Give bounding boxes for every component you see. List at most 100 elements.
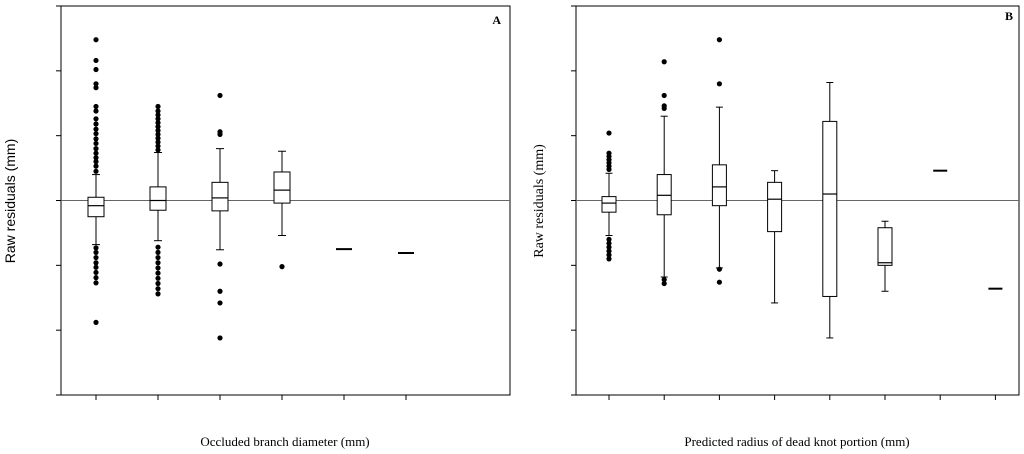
outlier-point — [93, 37, 99, 43]
outlier-point — [93, 108, 99, 114]
outlier-point — [155, 108, 161, 114]
outlier-point — [93, 264, 99, 270]
box-iqr — [273, 171, 291, 204]
x-axis-label-b: Predicted radius of dead knot portion (m… — [684, 434, 909, 449]
outlier-point — [155, 120, 161, 126]
outlier-point — [93, 136, 99, 142]
panel-a: A Occluded branch diameter (mm) Raw resi… — [2, 5, 511, 449]
outlier-point — [93, 275, 99, 281]
outlier-point — [93, 260, 99, 266]
outlier-point — [217, 288, 223, 294]
outlier-point — [155, 127, 161, 134]
outlier-point — [155, 143, 161, 149]
box-iqr — [149, 186, 167, 211]
outlier-point — [93, 150, 99, 156]
box-iqr — [711, 164, 727, 207]
outlier-point — [93, 81, 99, 87]
outlier-point — [155, 254, 161, 261]
outlier-point — [155, 131, 161, 137]
box-iqr — [767, 181, 783, 233]
outlier-point — [93, 159, 99, 165]
outlier-point — [155, 123, 161, 130]
panel-b: B Predicted radius of dead knot portion … — [532, 5, 1020, 449]
box-15 — [149, 103, 167, 297]
outlier-point — [93, 103, 99, 110]
outlier-point — [606, 248, 612, 254]
axis-ticks-a — [56, 5, 407, 400]
box-50 — [822, 82, 838, 339]
box-5 — [87, 37, 105, 325]
outlier-point — [93, 155, 99, 161]
outlier-point — [93, 116, 99, 122]
outlier-point — [279, 264, 285, 270]
panel-label-a: A — [492, 13, 501, 27]
axis-ticks-b — [571, 5, 996, 400]
outlier-point — [155, 249, 161, 255]
box-iqr — [211, 181, 229, 212]
outlier-point — [661, 103, 667, 109]
outlier-point — [155, 244, 161, 250]
box-iqr — [822, 120, 838, 297]
outlier-point — [661, 280, 667, 287]
box-40 — [767, 170, 783, 304]
box-iqr — [87, 196, 105, 218]
outlier-point — [217, 300, 223, 306]
outlier-point — [217, 261, 223, 267]
outlier-point — [716, 279, 723, 285]
outlier-point — [661, 59, 667, 65]
outlier-point — [93, 245, 99, 251]
outlier-point — [716, 37, 723, 43]
outlier-point — [93, 319, 99, 325]
outlier-point — [93, 85, 99, 91]
outlier-point — [155, 280, 161, 287]
outlier-point — [155, 135, 161, 141]
boxes-a — [61, 37, 510, 341]
outlier-point — [93, 249, 99, 255]
outlier-point — [217, 335, 223, 341]
box-35 — [273, 150, 291, 270]
outlier-point — [93, 131, 99, 137]
box-60 — [877, 220, 893, 292]
outlier-point — [716, 266, 723, 272]
outlier-point — [93, 280, 99, 286]
outlier-point — [606, 252, 612, 258]
box-20 — [656, 59, 672, 287]
outlier-point — [93, 121, 99, 127]
outlier-point — [606, 256, 612, 262]
box-iqr — [601, 196, 617, 213]
outlier-point — [155, 260, 161, 266]
outlier-point — [155, 265, 161, 271]
outlier-point — [93, 140, 99, 147]
outlier-point — [93, 126, 99, 132]
panel-label-b: B — [1005, 9, 1013, 23]
outlier-point — [155, 139, 161, 145]
outlier-point — [661, 92, 667, 99]
outlier-point — [217, 129, 223, 135]
box-25 — [211, 92, 229, 341]
outlier-point — [93, 254, 99, 261]
box-10 — [601, 130, 617, 262]
outlier-point — [606, 236, 612, 242]
outlier-point — [716, 81, 723, 87]
outlier-point — [155, 291, 161, 297]
outlier-point — [155, 116, 161, 122]
outlier-point — [155, 147, 161, 153]
y-axis-label-b: Raw residuals (mm) — [532, 144, 547, 258]
boxes-b — [576, 37, 1019, 339]
outlier-point — [155, 286, 161, 292]
outlier-point — [606, 150, 612, 156]
outlier-point — [217, 92, 223, 99]
outlier-point — [155, 112, 161, 118]
x-axis-label-a: Occluded branch diameter (mm) — [200, 434, 369, 449]
outlier-point — [93, 168, 99, 174]
outlier-point — [93, 269, 99, 276]
box-iqr — [877, 227, 893, 266]
box-iqr — [656, 174, 672, 216]
box-30 — [711, 37, 727, 285]
outlier-point — [606, 130, 612, 136]
outlier-point — [93, 66, 99, 73]
outlier-point — [155, 103, 161, 110]
outlier-point — [661, 276, 667, 283]
outlier-point — [93, 57, 99, 64]
